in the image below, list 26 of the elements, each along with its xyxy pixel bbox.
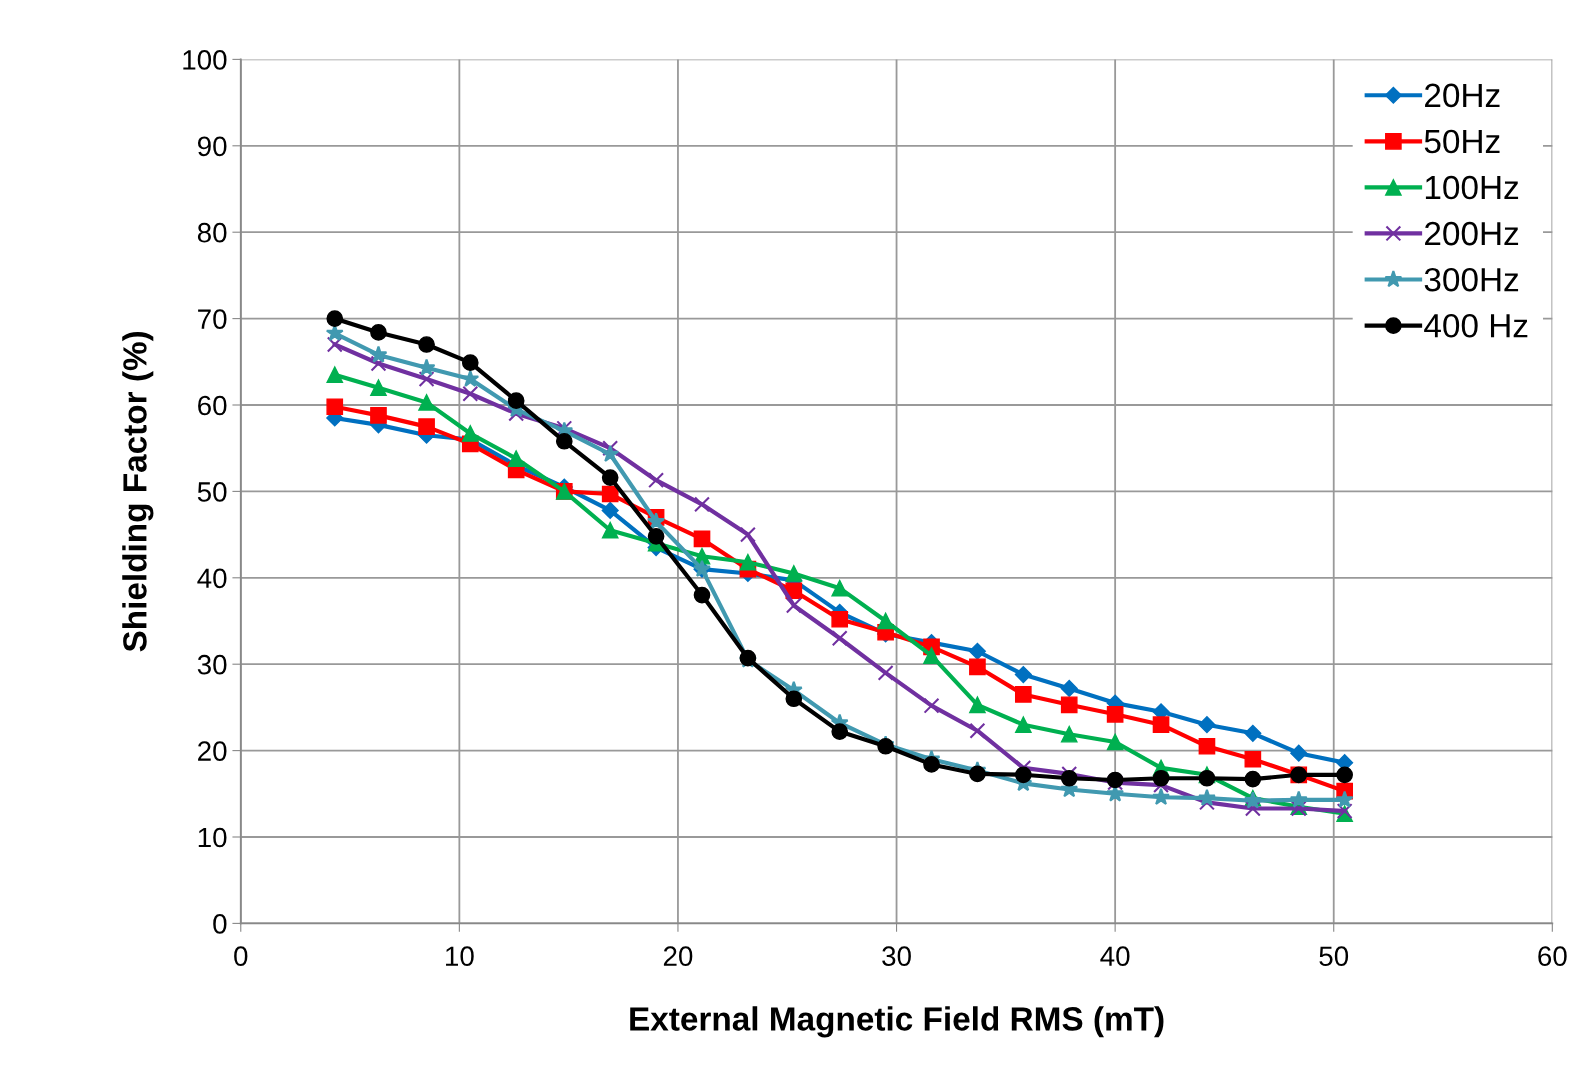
y-tick-label: 70 bbox=[198, 309, 227, 329]
legend-label: 100Hz bbox=[1425, 175, 1519, 200]
y-tick-label: 50 bbox=[197, 482, 227, 502]
y-tick-label: 30 bbox=[197, 654, 227, 675]
y-tick-label: 80 bbox=[197, 222, 227, 243]
y-tick-label: 20 bbox=[198, 741, 227, 761]
y-tick-label: 10 bbox=[198, 827, 227, 848]
x-tick-label: 50 bbox=[1319, 946, 1349, 967]
legend-label: 50Hz bbox=[1424, 129, 1500, 154]
legend-label: 20Hz bbox=[1425, 83, 1500, 108]
legend-label: 300Hz bbox=[1424, 267, 1519, 292]
legend-label: 400 Hz bbox=[1424, 313, 1528, 338]
x-tick-label: 60 bbox=[1538, 946, 1567, 967]
y-tick-label: 60 bbox=[198, 395, 227, 416]
y-axis-title: Shielding Factor (%) bbox=[122, 331, 154, 652]
y-tick-label: 100 bbox=[183, 50, 227, 70]
x-tick-label: 0 bbox=[234, 946, 248, 967]
y-tick-label: 90 bbox=[197, 136, 227, 157]
x-tick-label: 40 bbox=[1100, 946, 1130, 967]
legend-label: 200Hz bbox=[1425, 221, 1519, 246]
x-tick-label: 10 bbox=[446, 946, 474, 967]
y-tick-label: 0 bbox=[213, 914, 227, 934]
y-tick-label: 40 bbox=[197, 568, 227, 589]
x-tick-label: 20 bbox=[663, 946, 693, 967]
x-tick-label: 30 bbox=[882, 946, 911, 967]
x-axis-title: External Magnetic Field RMS (mT) bbox=[630, 1006, 1164, 1038]
